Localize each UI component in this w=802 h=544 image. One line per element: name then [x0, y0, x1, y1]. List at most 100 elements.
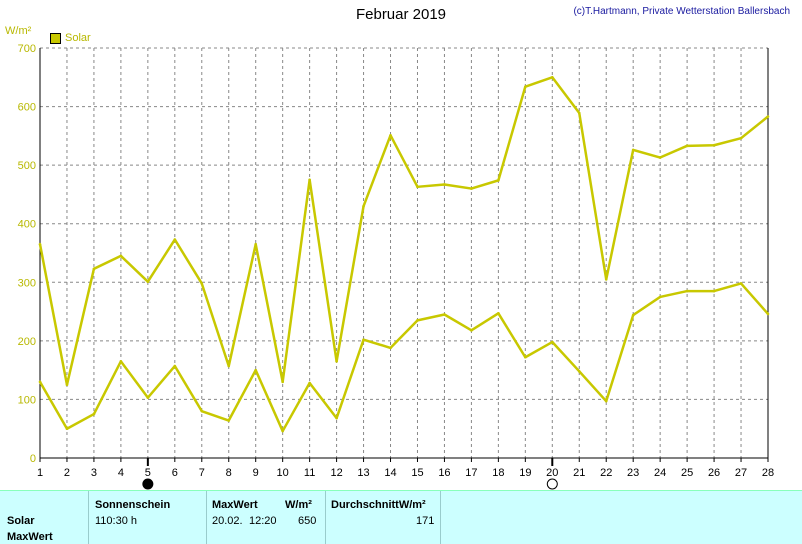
data-point [173, 238, 177, 241]
data-point [119, 254, 123, 258]
x-tick-label: 22 [600, 467, 612, 479]
data-point [550, 75, 554, 79]
row-label-maxwert: MaxWert [7, 531, 53, 543]
x-tick-label: 11 [304, 467, 315, 479]
data-point [712, 289, 716, 293]
data-point [497, 179, 500, 182]
y-tick-label: 500 [18, 160, 36, 172]
data-point [146, 280, 150, 284]
data-point [685, 289, 689, 293]
data-point [227, 419, 231, 422]
sunshine-header: Sonnenschein [95, 499, 171, 511]
x-tick-label: 24 [654, 467, 666, 479]
x-tick-label: 5 [145, 467, 151, 479]
data-point [550, 340, 554, 344]
data-point [92, 267, 96, 271]
data-point [712, 143, 716, 147]
y-tick-label: 400 [18, 219, 36, 231]
data-point [173, 364, 177, 368]
y-tick-label: 0 [30, 453, 36, 465]
plot-area [40, 48, 768, 458]
data-point [416, 185, 419, 189]
x-tick-label: 9 [253, 467, 259, 479]
x-tick-label: 8 [226, 467, 232, 479]
x-tick-label: 21 [573, 467, 585, 479]
data-point [497, 312, 500, 315]
data-point [38, 380, 42, 384]
data-point [200, 282, 204, 285]
stats-divider [88, 491, 89, 544]
data-point [254, 368, 258, 372]
y-tick-label: 100 [18, 394, 36, 406]
y-axis-unit: W/m² [5, 25, 32, 37]
data-point [658, 295, 662, 299]
data-point [38, 242, 42, 246]
data-point [65, 383, 69, 387]
x-tick-label: 6 [172, 467, 178, 479]
x-tick-label: 7 [199, 467, 205, 479]
stats-panel: Solar MaxWert Sonnenschein 110:30 h MaxW… [0, 490, 802, 544]
data-point [416, 319, 419, 322]
data-point [685, 144, 689, 148]
data-point [200, 409, 204, 413]
x-tick-label: 3 [91, 467, 97, 479]
data-point [308, 178, 311, 182]
data-point [92, 412, 96, 416]
data-point [739, 136, 743, 140]
sunshine-value: 110:30 h [95, 515, 138, 527]
x-tick-label: 25 [681, 467, 693, 479]
legend-swatch [50, 32, 61, 44]
data-point [254, 242, 258, 246]
data-point [766, 312, 770, 316]
data-point [658, 156, 662, 159]
data-point [443, 313, 446, 316]
max-unit: W/m² [285, 499, 312, 511]
x-tick-label: 1 [37, 467, 43, 479]
x-tick-label: 28 [762, 467, 774, 479]
data-point [577, 111, 581, 115]
x-tick-label: 26 [708, 467, 720, 479]
data-point [604, 278, 608, 281]
x-tick-label: 2 [64, 467, 70, 479]
data-point [739, 282, 743, 285]
y-tick-label: 600 [18, 102, 36, 114]
x-tick-label: 4 [118, 467, 124, 479]
data-point [146, 396, 150, 399]
data-point [470, 329, 473, 332]
data-point [524, 85, 527, 88]
avg-value: 171 [416, 515, 435, 527]
copyright-text: (c)T.Hartmann, Private Wetterstation Bal… [573, 6, 790, 17]
x-tick-label: 15 [411, 467, 423, 479]
data-point [604, 399, 608, 403]
max-time: 12:20 [249, 515, 277, 527]
x-tick-label: 13 [357, 467, 369, 479]
x-tick-label: 16 [438, 467, 450, 479]
x-tick-label: 17 [465, 467, 477, 479]
data-point [281, 429, 284, 433]
data-point [631, 148, 635, 152]
x-tick-label: 23 [627, 467, 639, 479]
legend: Solar [50, 32, 91, 44]
x-tick-label: 27 [735, 467, 747, 479]
data-point [470, 187, 473, 190]
data-point [389, 346, 392, 350]
data-point [119, 360, 123, 363]
data-point [335, 416, 338, 420]
y-tick-label: 200 [18, 336, 36, 348]
stats-divider [440, 491, 441, 544]
data-point [362, 338, 365, 341]
data-point [389, 133, 392, 137]
data-point [766, 115, 770, 118]
new-moon-icon [142, 478, 154, 490]
data-point [631, 313, 635, 317]
x-tick-label: 12 [330, 467, 342, 479]
row-label-solar: Solar [7, 515, 35, 527]
data-point [577, 370, 581, 373]
data-point [524, 355, 527, 359]
y-tick-label: 700 [18, 43, 36, 55]
x-tick-label: 19 [519, 467, 531, 479]
stats-divider [325, 491, 326, 544]
data-point [362, 204, 365, 208]
series-line [38, 76, 769, 387]
